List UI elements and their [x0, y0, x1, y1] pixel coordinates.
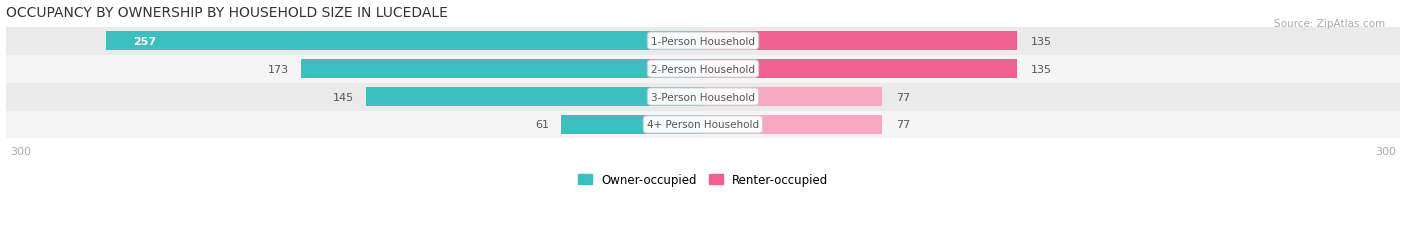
Text: 77: 77: [896, 92, 910, 102]
Text: OCCUPANCY BY OWNERSHIP BY HOUSEHOLD SIZE IN LUCEDALE: OCCUPANCY BY OWNERSHIP BY HOUSEHOLD SIZE…: [6, 6, 447, 19]
Text: 173: 173: [269, 64, 290, 74]
Bar: [6, 111, 1400, 139]
Text: 257: 257: [134, 36, 156, 46]
Bar: [703, 116, 882, 134]
Bar: [6, 83, 1400, 111]
Bar: [301, 60, 703, 79]
Bar: [366, 88, 703, 106]
Text: 145: 145: [333, 92, 354, 102]
Bar: [703, 88, 882, 106]
Legend: Owner-occupied, Renter-occupied: Owner-occupied, Renter-occupied: [572, 168, 834, 191]
Text: 77: 77: [896, 120, 910, 130]
Text: 2-Person Household: 2-Person Household: [651, 64, 755, 74]
Text: 300: 300: [1375, 147, 1396, 157]
Text: 1-Person Household: 1-Person Household: [651, 36, 755, 46]
Text: 61: 61: [536, 120, 550, 130]
Text: Source: ZipAtlas.com: Source: ZipAtlas.com: [1274, 18, 1385, 28]
Text: 4+ Person Household: 4+ Person Household: [647, 120, 759, 130]
Text: 135: 135: [1031, 64, 1052, 74]
Bar: [703, 60, 1017, 79]
Text: 135: 135: [1031, 36, 1052, 46]
Bar: [703, 32, 1017, 51]
Bar: [6, 27, 1400, 55]
Bar: [561, 116, 703, 134]
Text: 3-Person Household: 3-Person Household: [651, 92, 755, 102]
Text: 300: 300: [10, 147, 31, 157]
Bar: [105, 32, 703, 51]
Bar: [6, 55, 1400, 83]
